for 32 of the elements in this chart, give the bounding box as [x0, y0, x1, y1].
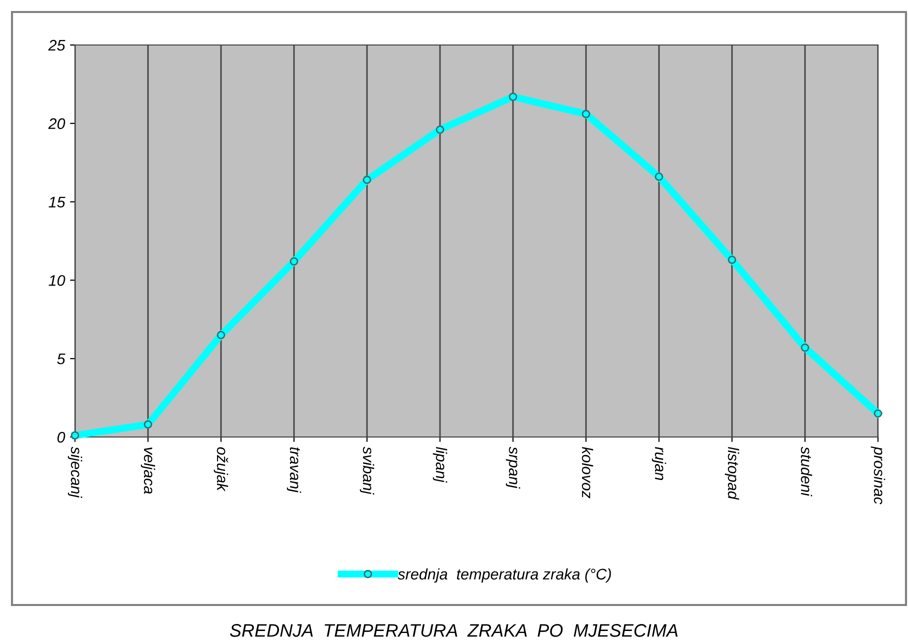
x-tick-label: svibanj [360, 446, 374, 495]
point [144, 420, 152, 429]
point [362, 176, 372, 184]
y-tick-label: 15 [48, 196, 66, 208]
x-tick-label: listopad [724, 446, 740, 500]
x-tick-label: lipanj [432, 446, 448, 483]
text: SREDNJA TEMPERATURA ZRAKA PO MJESECIMA [230, 624, 678, 637]
point [70, 431, 80, 440]
point [508, 92, 518, 101]
x-tick-label: travanj [286, 447, 302, 493]
point [800, 343, 810, 352]
y-tick-label: 10 [48, 275, 66, 286]
legend-label: srednja temperatura zraka (°C) [398, 568, 611, 583]
x-tick-label: veljaca [140, 448, 156, 494]
x-tick-label: kolovoz [582, 446, 594, 498]
y-tick-label: 0 [57, 432, 66, 443]
y-tick-label: 5 [57, 354, 66, 364]
point [728, 256, 736, 264]
point [582, 110, 590, 118]
x-tick-label: prosinac [870, 446, 886, 504]
point [436, 126, 444, 134]
x-tick-label: studeni [800, 446, 812, 496]
y-tick-label: 25 [48, 40, 66, 51]
x-tick-label: rujan [652, 446, 666, 480]
x-tick-label: srpanj [506, 446, 520, 489]
x-tick-label: ožujak [214, 447, 228, 492]
point [874, 409, 882, 418]
point [290, 257, 298, 266]
y-tick-label: 20 [48, 118, 66, 130]
x-tick-label: sijecanj [68, 446, 82, 498]
point [216, 330, 226, 340]
point [654, 172, 664, 181]
